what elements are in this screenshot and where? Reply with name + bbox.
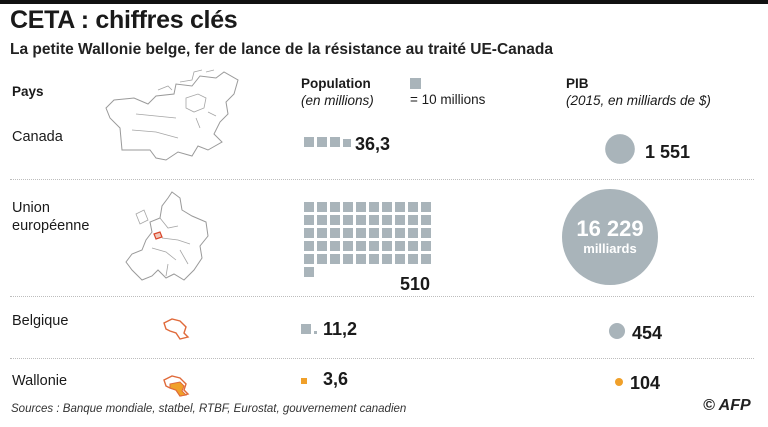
population-square [304,228,314,238]
population-square [356,202,366,212]
population-square [369,202,379,212]
population-square [330,137,340,147]
population-square [408,241,418,251]
population-square [369,254,379,264]
gdp-circle [615,378,623,386]
header-population: Population [301,76,371,91]
row-separator [10,179,754,180]
population-value-belgium: 11,2 [323,319,358,339]
population-square [330,254,340,264]
afp-credit: © AFP [703,397,751,414]
population-square [382,215,392,225]
population-square [395,215,405,225]
canada-map-icon [105,69,239,161]
population-square [330,241,340,251]
population-square [421,254,431,264]
population-square [304,137,314,147]
header-population-unit: (en millions) [301,93,374,108]
population-value-eu: 510 [400,274,431,294]
belgium-map-icon [163,318,190,340]
population-square [304,241,314,251]
population-square [408,228,418,238]
population-square [330,215,340,225]
population-square [356,241,366,251]
wallonia-map-icon [163,375,190,397]
population-square [343,139,351,147]
population-square [356,228,366,238]
population-square [317,228,327,238]
population-square [395,241,405,251]
population-square [382,254,392,264]
population-square [408,254,418,264]
sources-note: Sources : Banque mondiale, statbel, RTBF… [11,403,407,415]
population-square [343,254,353,264]
gdp-value-eu: 16 229 [576,216,644,241]
population-square [421,215,431,225]
row-separator [10,296,754,297]
population-square [395,202,405,212]
population-square [301,378,307,384]
row-label-eu: Union européenne [12,200,90,234]
gdp-circle [608,322,626,340]
population-value-wallonia: 3,6 [323,369,349,389]
row-label-belgium: Belgique [12,313,69,329]
population-square [395,228,405,238]
population-square [343,215,353,225]
population-square [330,202,340,212]
population-square [343,202,353,212]
population-square [421,228,431,238]
gdp-value-canada: 1 551 [645,142,691,162]
population-square [314,331,317,334]
population-square [317,215,327,225]
population-square [421,202,431,212]
population-square [369,241,379,251]
population-square [301,324,311,334]
population-square [317,202,327,212]
legend-text: = 10 millions [410,92,486,107]
population-square [382,241,392,251]
population-square [317,241,327,251]
population-square [408,215,418,225]
population-square [382,228,392,238]
population-square [356,254,366,264]
population-square [343,241,353,251]
population-square [408,202,418,212]
gdp-circle [562,189,658,285]
population-square [317,137,327,147]
top-bar [0,0,768,4]
population-square [343,228,353,238]
gdp-circle [605,134,635,164]
chart-subtitle: La petite Wallonie belge, fer de lance d… [10,41,553,58]
header-gdp-unit: (2015, en milliards de $) [566,93,711,108]
population-square [369,215,379,225]
row-separator [10,358,754,359]
population-square [317,254,327,264]
population-square [304,215,314,225]
row-label-wallonia: Wallonie [12,373,68,389]
header-country: Pays [12,84,44,99]
gdp-unit-eu: milliards [583,241,637,256]
population-square [382,202,392,212]
header-gdp: PIB [566,76,589,91]
population-square [369,228,379,238]
chart-title: CETA : chiffres clés [10,6,238,34]
gdp-value-wallonia: 104 [630,373,661,393]
gdp-value-belgium: 454 [632,323,663,343]
population-square [356,215,366,225]
population-square [304,202,314,212]
population-square [330,228,340,238]
population-square [304,254,314,264]
population-square [395,254,405,264]
europe-map-icon [125,191,209,281]
population-value-canada: 36,3 [355,134,391,154]
row-label-canada: Canada [12,129,63,145]
population-square [421,241,431,251]
legend-square [410,78,421,89]
population-square [304,267,314,277]
